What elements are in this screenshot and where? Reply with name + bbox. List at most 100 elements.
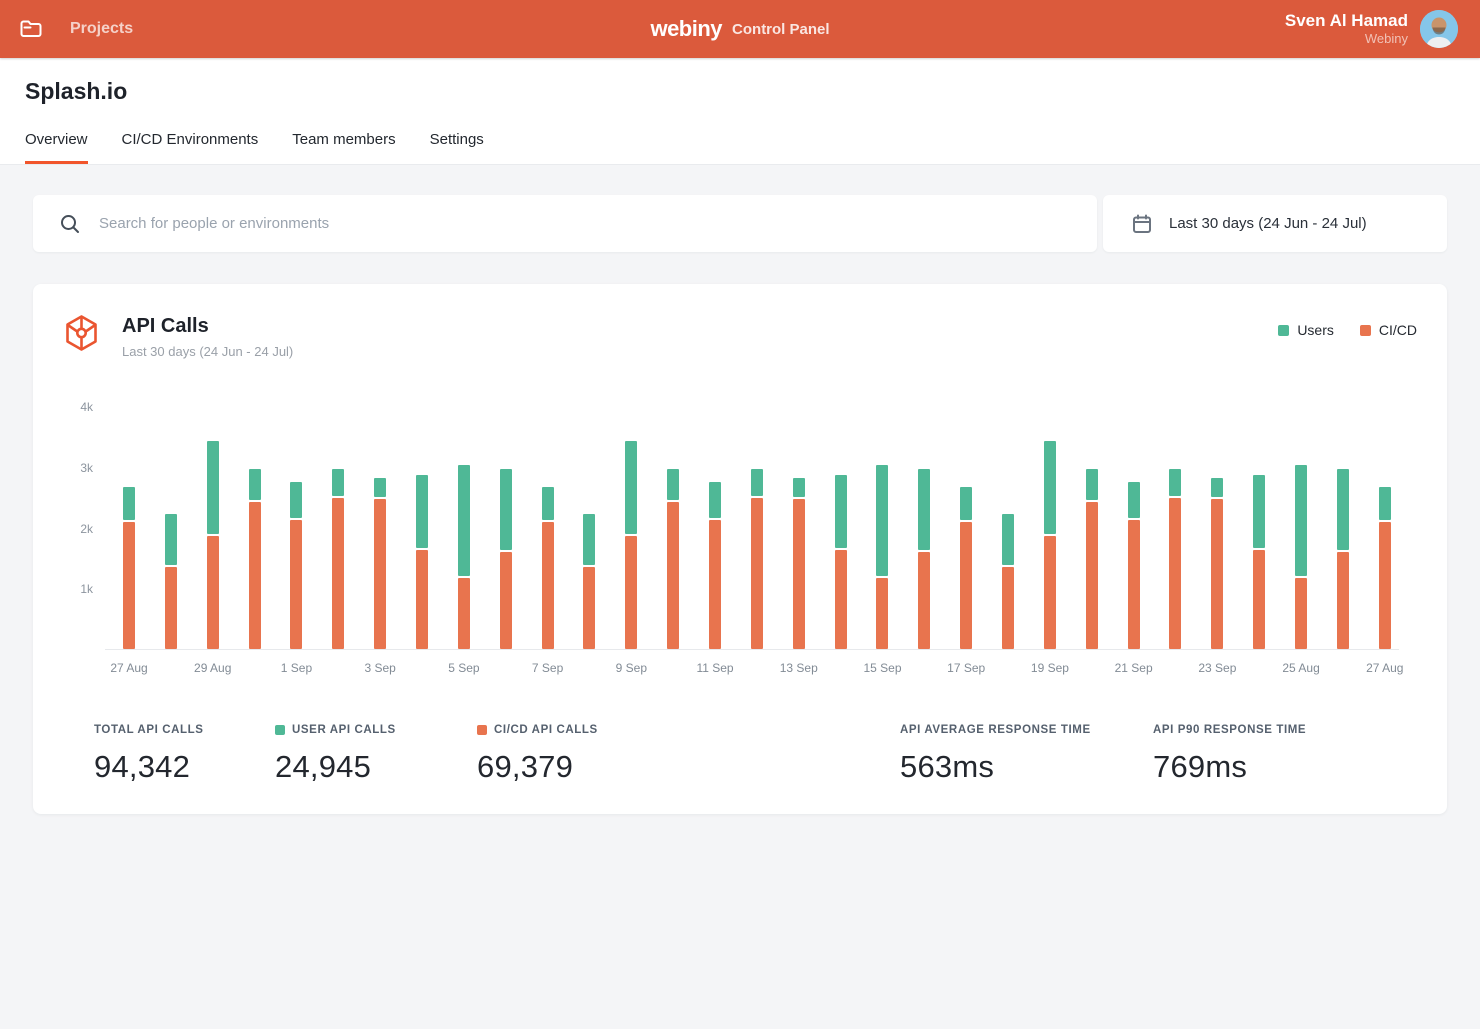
stacked-bar[interactable] [583, 407, 596, 649]
bar-segment-users[interactable] [583, 513, 596, 566]
legend-item-users[interactable]: Users [1278, 322, 1334, 338]
bar-segment-cicd[interactable] [918, 552, 931, 649]
bar-segment-cicd[interactable] [123, 521, 135, 649]
stacked-bar[interactable] [667, 407, 680, 649]
bar-segment-users[interactable] [834, 475, 847, 548]
bar-segment-users[interactable] [1043, 441, 1056, 534]
bar-segment-users[interactable] [499, 468, 512, 551]
bar-segment-cicd[interactable] [625, 535, 638, 649]
bar-segment-users[interactable] [1211, 478, 1224, 497]
stacked-bar[interactable] [1378, 407, 1391, 649]
stacked-bar[interactable] [918, 407, 931, 649]
bar-segment-cicd[interactable] [750, 497, 763, 649]
stacked-bar[interactable] [1085, 407, 1098, 649]
stacked-bar[interactable] [499, 407, 512, 649]
date-filter-button[interactable]: Last 30 days (24 Jun - 24 Jul) [1103, 195, 1447, 252]
bar-segment-users[interactable] [1002, 513, 1015, 566]
stacked-bar[interactable] [1336, 407, 1349, 649]
bar-segment-users[interactable] [457, 464, 470, 577]
bar-segment-users[interactable] [541, 486, 554, 520]
stacked-bar[interactable] [625, 407, 638, 649]
bar-segment-cicd[interactable] [876, 578, 889, 649]
stacked-bar[interactable] [416, 407, 429, 649]
bar-segment-cicd[interactable] [206, 535, 219, 649]
bar-segment-cicd[interactable] [290, 519, 303, 649]
bar-segment-cicd[interactable] [709, 519, 722, 649]
stacked-bar[interactable] [792, 407, 805, 649]
stacked-bar[interactable] [834, 407, 847, 649]
bar-segment-users[interactable] [332, 468, 345, 496]
stacked-bar[interactable] [541, 407, 554, 649]
bar-segment-cicd[interactable] [667, 502, 680, 649]
stacked-bar[interactable] [332, 407, 345, 649]
user-menu[interactable]: Sven Al Hamad Webiny [1285, 10, 1458, 48]
stacked-bar[interactable] [1043, 407, 1056, 649]
stacked-bar[interactable] [457, 407, 470, 649]
bar-segment-users[interactable] [374, 478, 387, 497]
bar-segment-cicd[interactable] [1043, 535, 1056, 649]
stacked-bar[interactable] [1169, 407, 1182, 649]
bar-segment-users[interactable] [1295, 464, 1308, 577]
bar-segment-users[interactable] [1127, 481, 1140, 518]
bar-segment-users[interactable] [1253, 475, 1266, 548]
stacked-bar[interactable] [164, 407, 177, 649]
bar-segment-users[interactable] [876, 464, 889, 577]
tab-overview[interactable]: Overview [25, 131, 88, 164]
projects-nav[interactable]: Projects [18, 16, 133, 42]
bar-segment-cicd[interactable] [1085, 502, 1098, 649]
bar-segment-cicd[interactable] [374, 498, 387, 649]
stacked-bar[interactable] [206, 407, 219, 649]
bar-segment-cicd[interactable] [1336, 552, 1349, 649]
bar-segment-cicd[interactable] [792, 498, 805, 649]
bar-segment-users[interactable] [206, 441, 219, 534]
bar-segment-cicd[interactable] [416, 549, 429, 649]
bar-segment-cicd[interactable] [1211, 498, 1224, 649]
bar-segment-cicd[interactable] [541, 521, 554, 649]
stacked-bar[interactable] [960, 407, 973, 649]
bar-segment-cicd[interactable] [332, 497, 345, 649]
bar-segment-cicd[interactable] [457, 578, 470, 649]
bar-segment-users[interactable] [792, 478, 805, 497]
bar-segment-users[interactable] [1169, 468, 1182, 496]
bar-segment-cicd[interactable] [164, 567, 177, 649]
bar-segment-users[interactable] [290, 481, 303, 518]
stacked-bar[interactable] [1002, 407, 1015, 649]
stacked-bar[interactable] [290, 407, 303, 649]
bar-segment-cicd[interactable] [1295, 578, 1308, 649]
bar-segment-users[interactable] [1336, 468, 1349, 551]
bar-segment-users[interactable] [416, 475, 429, 548]
bar-segment-cicd[interactable] [1253, 549, 1266, 649]
bar-segment-users[interactable] [248, 468, 261, 500]
bar-segment-users[interactable] [1085, 468, 1098, 500]
stacked-bar[interactable] [248, 407, 261, 649]
avatar[interactable] [1420, 10, 1458, 48]
bar-segment-cicd[interactable] [1378, 521, 1391, 649]
bar-segment-cicd[interactable] [1169, 497, 1182, 649]
bar-segment-users[interactable] [164, 513, 177, 566]
stacked-bar[interactable] [374, 407, 387, 649]
bar-segment-users[interactable] [625, 441, 638, 534]
bar-segment-users[interactable] [1378, 486, 1391, 520]
legend-item-cicd[interactable]: CI/CD [1359, 322, 1417, 338]
tab-settings[interactable]: Settings [429, 131, 484, 148]
bar-segment-cicd[interactable] [1002, 567, 1015, 649]
stacked-bar[interactable] [876, 407, 889, 649]
tab-cicd-environments[interactable]: CI/CD Environments [121, 131, 259, 148]
stacked-bar[interactable] [1295, 407, 1308, 649]
bar-segment-users[interactable] [709, 481, 722, 518]
bar-segment-users[interactable] [123, 486, 135, 520]
search-input[interactable] [99, 215, 1077, 232]
bar-segment-cicd[interactable] [248, 502, 261, 649]
tab-team-members[interactable]: Team members [292, 131, 396, 148]
stacked-bar[interactable] [750, 407, 763, 649]
bar-segment-users[interactable] [750, 468, 763, 496]
bar-segment-cicd[interactable] [1127, 519, 1140, 649]
bar-segment-cicd[interactable] [583, 567, 596, 649]
stacked-bar[interactable] [1127, 407, 1140, 649]
stacked-bar[interactable] [1253, 407, 1266, 649]
bar-segment-cicd[interactable] [960, 521, 973, 649]
bar-segment-cicd[interactable] [834, 549, 847, 649]
bar-segment-users[interactable] [960, 486, 973, 520]
bar-segment-users[interactable] [918, 468, 931, 551]
stacked-bar[interactable] [123, 407, 135, 649]
